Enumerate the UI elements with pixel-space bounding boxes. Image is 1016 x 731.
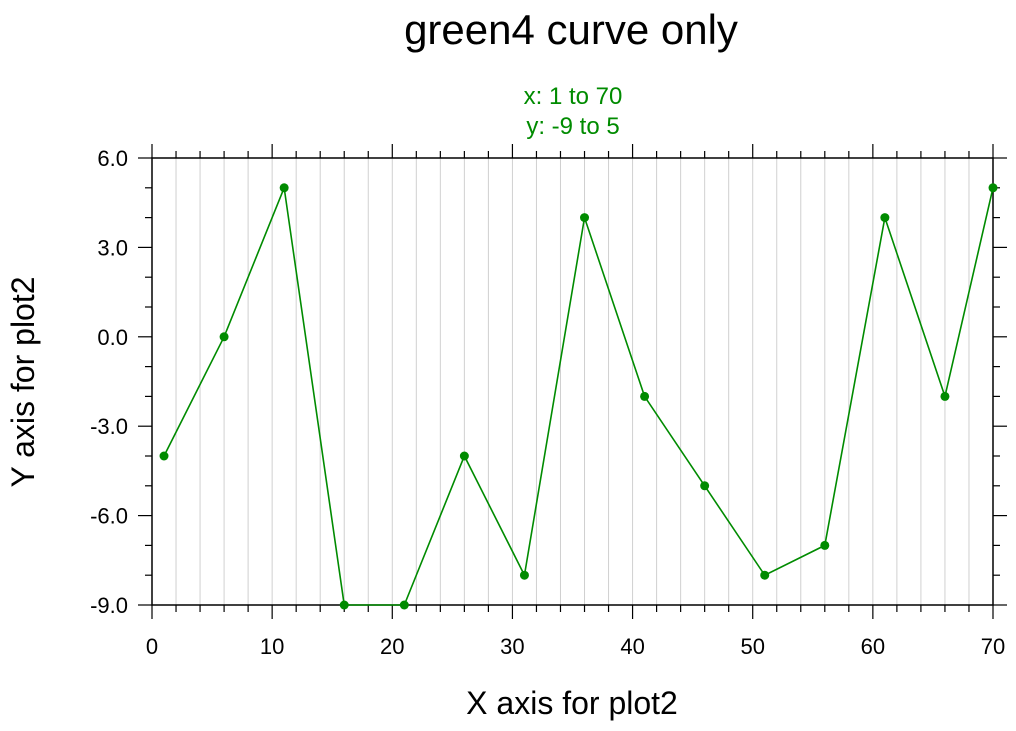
chart-subtitle-y-range: y: -9 to 5	[526, 113, 619, 140]
y-tick-label: 6.0	[97, 146, 128, 171]
x-axis-label: X axis for plot2	[466, 685, 678, 721]
plot-frame	[151, 157, 994, 606]
data-point	[219, 332, 229, 342]
data-point	[760, 570, 770, 580]
chart-subtitle-x-range: x: 1 to 70	[524, 83, 623, 110]
x-tick-label: 60	[861, 634, 885, 659]
x-tick-label: 10	[260, 634, 284, 659]
data-point	[459, 451, 469, 461]
axis-ticks	[138, 144, 1007, 619]
x-tick-label: 0	[146, 634, 158, 659]
y-tick-label: 3.0	[97, 235, 128, 260]
y-tick-label: -6.0	[90, 504, 128, 529]
y-axis-label: Y axis for plot2	[5, 276, 41, 487]
x-tick-label: 30	[500, 634, 524, 659]
data-point	[820, 540, 830, 550]
data-point	[700, 481, 710, 491]
chart-title: green4 curve only	[404, 6, 738, 53]
series-line	[163, 184, 994, 606]
x-tick-label: 50	[740, 634, 764, 659]
data-point	[399, 600, 409, 610]
tick-labels: 0 10 20 30 40 50 60 70 -9.0 -6.0 -3.0 0.0 3.0 6.0	[90, 146, 1005, 659]
data-point	[279, 183, 289, 193]
data-point	[580, 213, 590, 223]
x-tick-label: 70	[981, 634, 1005, 659]
x-tick-label: 40	[620, 634, 644, 659]
x-tick-label: 20	[380, 634, 404, 659]
series-layer	[159, 183, 998, 610]
data-point	[988, 183, 998, 193]
data-point	[519, 570, 529, 580]
data-point	[940, 391, 950, 401]
y-tick-label: -9.0	[90, 593, 128, 618]
data-point	[880, 213, 890, 223]
y-tick-label: 0.0	[97, 325, 128, 350]
grid-lines	[175, 158, 970, 605]
data-point	[640, 391, 650, 401]
y-tick-label: -3.0	[90, 414, 128, 439]
data-point	[159, 451, 169, 461]
data-point	[339, 600, 349, 610]
